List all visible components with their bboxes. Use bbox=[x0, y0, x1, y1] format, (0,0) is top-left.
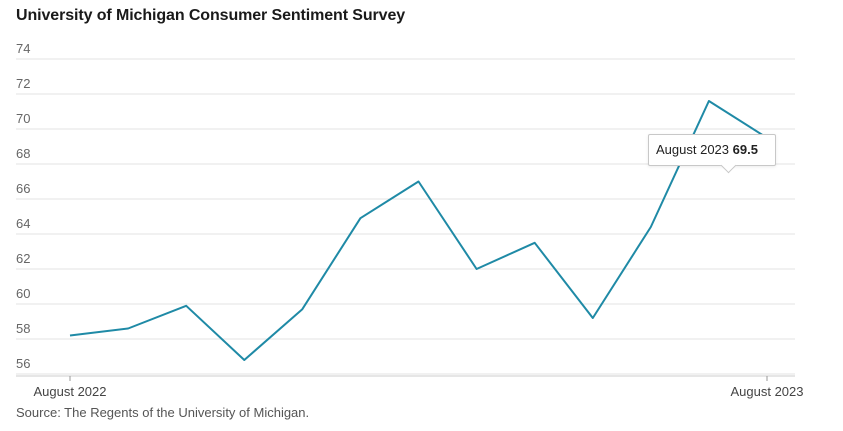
data-point[interactable] bbox=[590, 315, 596, 321]
tooltip-label: August 2023 bbox=[656, 142, 730, 157]
data-point[interactable] bbox=[183, 303, 189, 309]
y-tick-label: 70 bbox=[16, 111, 30, 126]
source-note: Source: The Regents of the University of… bbox=[16, 405, 310, 420]
y-tick-label: 68 bbox=[16, 146, 30, 161]
y-tick-label: 74 bbox=[16, 41, 30, 56]
gridlines bbox=[16, 58, 795, 377]
y-axis-ticks: 56 58 60 62 64 66 68 70 72 74 bbox=[16, 41, 30, 371]
data-point[interactable] bbox=[67, 333, 73, 339]
data-point[interactable] bbox=[648, 224, 654, 230]
y-tick-label: 66 bbox=[16, 181, 30, 196]
y-tick-label: 58 bbox=[16, 321, 30, 336]
tooltip: August 2023 69.5 bbox=[648, 134, 776, 166]
data-point[interactable] bbox=[416, 179, 422, 185]
data-point[interactable] bbox=[532, 240, 538, 246]
tooltip-value: 69.5 bbox=[732, 142, 758, 157]
data-point[interactable] bbox=[125, 326, 131, 332]
data-point[interactable] bbox=[241, 357, 247, 363]
x-tick-label: August 2023 bbox=[730, 384, 803, 399]
y-tick-label: 60 bbox=[16, 286, 30, 301]
data-point[interactable] bbox=[474, 266, 480, 272]
chart-title: University of Michigan Consumer Sentimen… bbox=[16, 7, 406, 24]
series-line bbox=[69, 100, 768, 361]
data-point[interactable] bbox=[706, 98, 712, 104]
x-tick-label: August 2022 bbox=[33, 384, 106, 399]
data-point[interactable] bbox=[299, 306, 305, 312]
y-tick-label: 72 bbox=[16, 76, 30, 91]
y-tick-label: 64 bbox=[16, 216, 30, 231]
x-axis-ticks: August 2022 August 2023 bbox=[33, 376, 804, 399]
y-tick-label: 56 bbox=[16, 356, 30, 371]
y-tick-label: 62 bbox=[16, 251, 30, 266]
data-point[interactable] bbox=[357, 215, 363, 221]
